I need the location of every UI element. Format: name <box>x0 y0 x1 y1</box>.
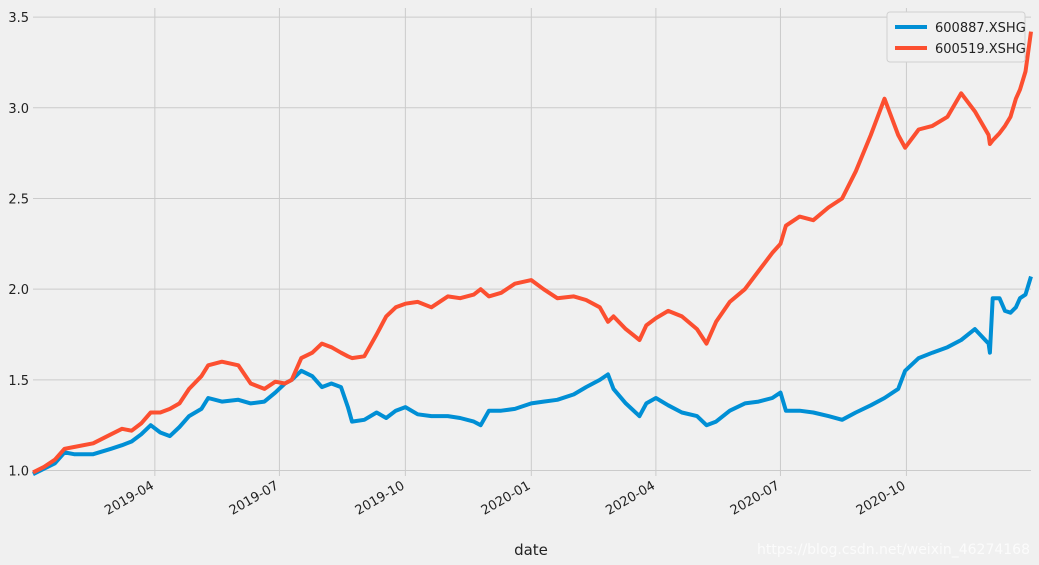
y-tick-label: 3.5 <box>8 11 29 26</box>
watermark: https://blog.csdn.net/weixin_46274168 <box>757 542 1030 558</box>
x-axis: 2019-04 2019-07 2019-10 2020-01 2020-04 2020-… <box>102 478 908 518</box>
y-tick-label: 2.5 <box>8 192 29 207</box>
legend-label-600519: 600519.XSHG <box>935 42 1026 57</box>
y-tick-label: 1.0 <box>8 465 29 480</box>
series-line-600887 <box>32 275 1033 476</box>
x-axis-label: date <box>514 541 548 559</box>
x-tick-label: 2020-04 <box>603 478 658 518</box>
y-tick-label: 2.0 <box>8 283 29 298</box>
x-tick-label: 2020-07 <box>728 478 783 518</box>
y-tick-label: 1.5 <box>8 374 29 389</box>
x-tick-label: 2019-07 <box>227 478 282 518</box>
x-tick-label: 2019-04 <box>102 478 157 518</box>
x-tick-label: 2020-10 <box>854 478 909 518</box>
y-tick-label: 3.0 <box>8 102 29 117</box>
x-tick-label: 2019-10 <box>353 478 408 518</box>
legend: 600887.XSHG 600519.XSHG <box>886 11 1026 63</box>
series-line-600519 <box>32 31 1033 475</box>
plot-area <box>33 8 1031 476</box>
series-layer <box>32 31 1033 476</box>
y-axis: 1.0 1.5 2.0 2.5 3.0 3.5 <box>8 11 29 479</box>
x-tick-label: 2020-01 <box>479 478 534 518</box>
legend-label-600887: 600887.XSHG <box>935 21 1026 36</box>
